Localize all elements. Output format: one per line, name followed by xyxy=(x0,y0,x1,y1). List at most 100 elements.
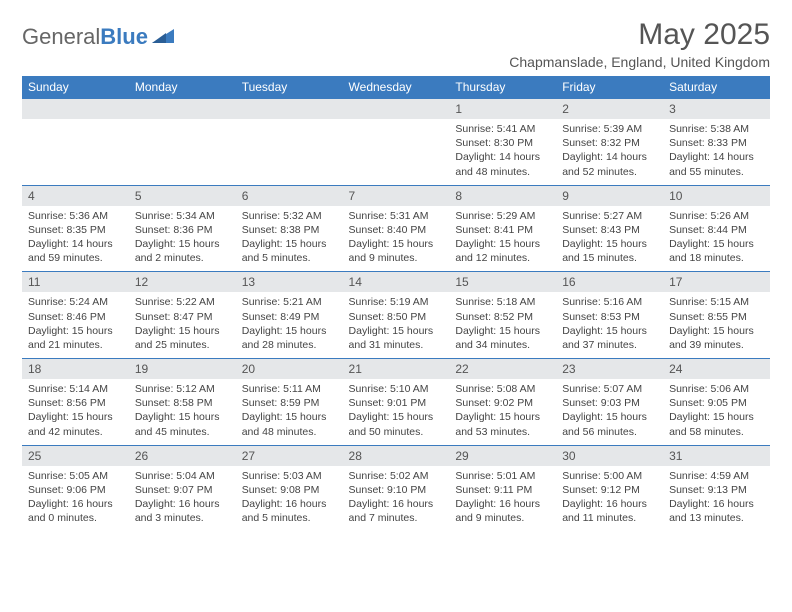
date-cell: 19 xyxy=(129,359,236,380)
daylight-line: Daylight: 16 hours and 9 minutes. xyxy=(455,497,550,525)
info-cell: Sunrise: 5:26 AMSunset: 8:44 PMDaylight:… xyxy=(663,206,770,272)
info-cell: Sunrise: 5:29 AMSunset: 8:41 PMDaylight:… xyxy=(449,206,556,272)
sunset-line: Sunset: 8:56 PM xyxy=(28,396,123,410)
date-cell: 12 xyxy=(129,272,236,293)
daylight-line: Daylight: 16 hours and 7 minutes. xyxy=(349,497,444,525)
logo-text-blue: Blue xyxy=(100,24,148,49)
info-row: Sunrise: 5:41 AMSunset: 8:30 PMDaylight:… xyxy=(22,119,770,185)
logo-triangle-icon xyxy=(152,27,174,48)
daylight-line: Daylight: 15 hours and 34 minutes. xyxy=(455,324,550,352)
date-cell: 1 xyxy=(449,99,556,120)
daylight-line: Daylight: 15 hours and 58 minutes. xyxy=(669,410,764,438)
date-cell: 5 xyxy=(129,185,236,206)
daylight-line: Daylight: 15 hours and 12 minutes. xyxy=(455,237,550,265)
sunrise-line: Sunrise: 5:14 AM xyxy=(28,382,123,396)
day-header: Thursday xyxy=(449,76,556,99)
date-cell xyxy=(343,99,450,120)
info-cell: Sunrise: 5:03 AMSunset: 9:08 PMDaylight:… xyxy=(236,466,343,532)
daylight-line: Daylight: 15 hours and 48 minutes. xyxy=(242,410,337,438)
date-cell xyxy=(129,99,236,120)
sunrise-line: Sunrise: 5:02 AM xyxy=(349,469,444,483)
daylight-line: Daylight: 15 hours and 45 minutes. xyxy=(135,410,230,438)
daylight-line: Daylight: 16 hours and 5 minutes. xyxy=(242,497,337,525)
sunset-line: Sunset: 8:46 PM xyxy=(28,310,123,324)
date-cell: 21 xyxy=(343,359,450,380)
sunset-line: Sunset: 9:01 PM xyxy=(349,396,444,410)
info-cell xyxy=(236,119,343,185)
sunrise-line: Sunrise: 5:21 AM xyxy=(242,295,337,309)
sunset-line: Sunset: 9:07 PM xyxy=(135,483,230,497)
date-cell: 16 xyxy=(556,272,663,293)
info-cell: Sunrise: 5:19 AMSunset: 8:50 PMDaylight:… xyxy=(343,292,450,358)
sunset-line: Sunset: 8:33 PM xyxy=(669,136,764,150)
sunset-line: Sunset: 9:11 PM xyxy=(455,483,550,497)
sunrise-line: Sunrise: 5:06 AM xyxy=(669,382,764,396)
sunset-line: Sunset: 9:06 PM xyxy=(28,483,123,497)
sunset-line: Sunset: 8:58 PM xyxy=(135,396,230,410)
sunrise-line: Sunrise: 5:08 AM xyxy=(455,382,550,396)
date-cell: 30 xyxy=(556,445,663,466)
date-cell: 10 xyxy=(663,185,770,206)
date-row: 11121314151617 xyxy=(22,272,770,293)
info-cell xyxy=(129,119,236,185)
info-cell: Sunrise: 4:59 AMSunset: 9:13 PMDaylight:… xyxy=(663,466,770,532)
sunset-line: Sunset: 8:55 PM xyxy=(669,310,764,324)
calendar-table: Sunday Monday Tuesday Wednesday Thursday… xyxy=(22,76,770,531)
date-cell: 23 xyxy=(556,359,663,380)
header: GeneralBlue May 2025 Chapmanslade, Engla… xyxy=(22,18,770,70)
daylight-line: Daylight: 16 hours and 11 minutes. xyxy=(562,497,657,525)
info-cell: Sunrise: 5:27 AMSunset: 8:43 PMDaylight:… xyxy=(556,206,663,272)
sunset-line: Sunset: 9:08 PM xyxy=(242,483,337,497)
daylight-line: Daylight: 14 hours and 59 minutes. xyxy=(28,237,123,265)
sunset-line: Sunset: 8:53 PM xyxy=(562,310,657,324)
sunrise-line: Sunrise: 5:19 AM xyxy=(349,295,444,309)
info-cell: Sunrise: 5:24 AMSunset: 8:46 PMDaylight:… xyxy=(22,292,129,358)
daylight-line: Daylight: 14 hours and 48 minutes. xyxy=(455,150,550,178)
day-header: Tuesday xyxy=(236,76,343,99)
sunrise-line: Sunrise: 5:22 AM xyxy=(135,295,230,309)
info-cell: Sunrise: 5:01 AMSunset: 9:11 PMDaylight:… xyxy=(449,466,556,532)
date-row: 123 xyxy=(22,99,770,120)
info-cell xyxy=(22,119,129,185)
sunset-line: Sunset: 8:52 PM xyxy=(455,310,550,324)
info-cell: Sunrise: 5:06 AMSunset: 9:05 PMDaylight:… xyxy=(663,379,770,445)
date-cell: 9 xyxy=(556,185,663,206)
sunset-line: Sunset: 9:12 PM xyxy=(562,483,657,497)
date-cell: 27 xyxy=(236,445,343,466)
sunrise-line: Sunrise: 5:27 AM xyxy=(562,209,657,223)
logo-text-general: General xyxy=(22,24,100,49)
daylight-line: Daylight: 15 hours and 31 minutes. xyxy=(349,324,444,352)
info-row: Sunrise: 5:05 AMSunset: 9:06 PMDaylight:… xyxy=(22,466,770,532)
info-cell: Sunrise: 5:31 AMSunset: 8:40 PMDaylight:… xyxy=(343,206,450,272)
info-row: Sunrise: 5:36 AMSunset: 8:35 PMDaylight:… xyxy=(22,206,770,272)
daylight-line: Daylight: 15 hours and 37 minutes. xyxy=(562,324,657,352)
sunset-line: Sunset: 8:50 PM xyxy=(349,310,444,324)
daylight-line: Daylight: 15 hours and 53 minutes. xyxy=(455,410,550,438)
sunrise-line: Sunrise: 5:39 AM xyxy=(562,122,657,136)
info-cell: Sunrise: 5:00 AMSunset: 9:12 PMDaylight:… xyxy=(556,466,663,532)
sunrise-line: Sunrise: 5:26 AM xyxy=(669,209,764,223)
sunset-line: Sunset: 8:36 PM xyxy=(135,223,230,237)
daylight-line: Daylight: 15 hours and 5 minutes. xyxy=(242,237,337,265)
daylight-line: Daylight: 16 hours and 13 minutes. xyxy=(669,497,764,525)
info-row: Sunrise: 5:14 AMSunset: 8:56 PM Daylight:… xyxy=(22,379,770,445)
date-cell: 14 xyxy=(343,272,450,293)
date-cell: 2 xyxy=(556,99,663,120)
day-header: Friday xyxy=(556,76,663,99)
daylight-line: Daylight: 15 hours and 2 minutes. xyxy=(135,237,230,265)
info-cell: Sunrise: 5:05 AMSunset: 9:06 PMDaylight:… xyxy=(22,466,129,532)
daylight-line: Daylight: 15 hours and 18 minutes. xyxy=(669,237,764,265)
info-cell: Sunrise: 5:36 AMSunset: 8:35 PMDaylight:… xyxy=(22,206,129,272)
info-cell: Sunrise: 5:16 AMSunset: 8:53 PMDaylight:… xyxy=(556,292,663,358)
daylight-line: Daylight: 15 hours and 50 minutes. xyxy=(349,410,444,438)
day-header-row: Sunday Monday Tuesday Wednesday Thursday… xyxy=(22,76,770,99)
daylight-line: Daylight: 14 hours and 55 minutes. xyxy=(669,150,764,178)
sunset-line: Sunset: 9:03 PM xyxy=(562,396,657,410)
info-cell: Sunrise: 5:15 AMSunset: 8:55 PMDaylight:… xyxy=(663,292,770,358)
sunrise-line: Sunrise: 5:34 AM xyxy=(135,209,230,223)
sunrise-line: Sunrise: 5:07 AM xyxy=(562,382,657,396)
sunset-line: Sunset: 8:38 PM xyxy=(242,223,337,237)
sunset-line: Sunset: 8:59 PM xyxy=(242,396,337,410)
sunrise-line: Sunrise: 5:15 AM xyxy=(669,295,764,309)
sunrise-line: Sunrise: 5:10 AM xyxy=(349,382,444,396)
